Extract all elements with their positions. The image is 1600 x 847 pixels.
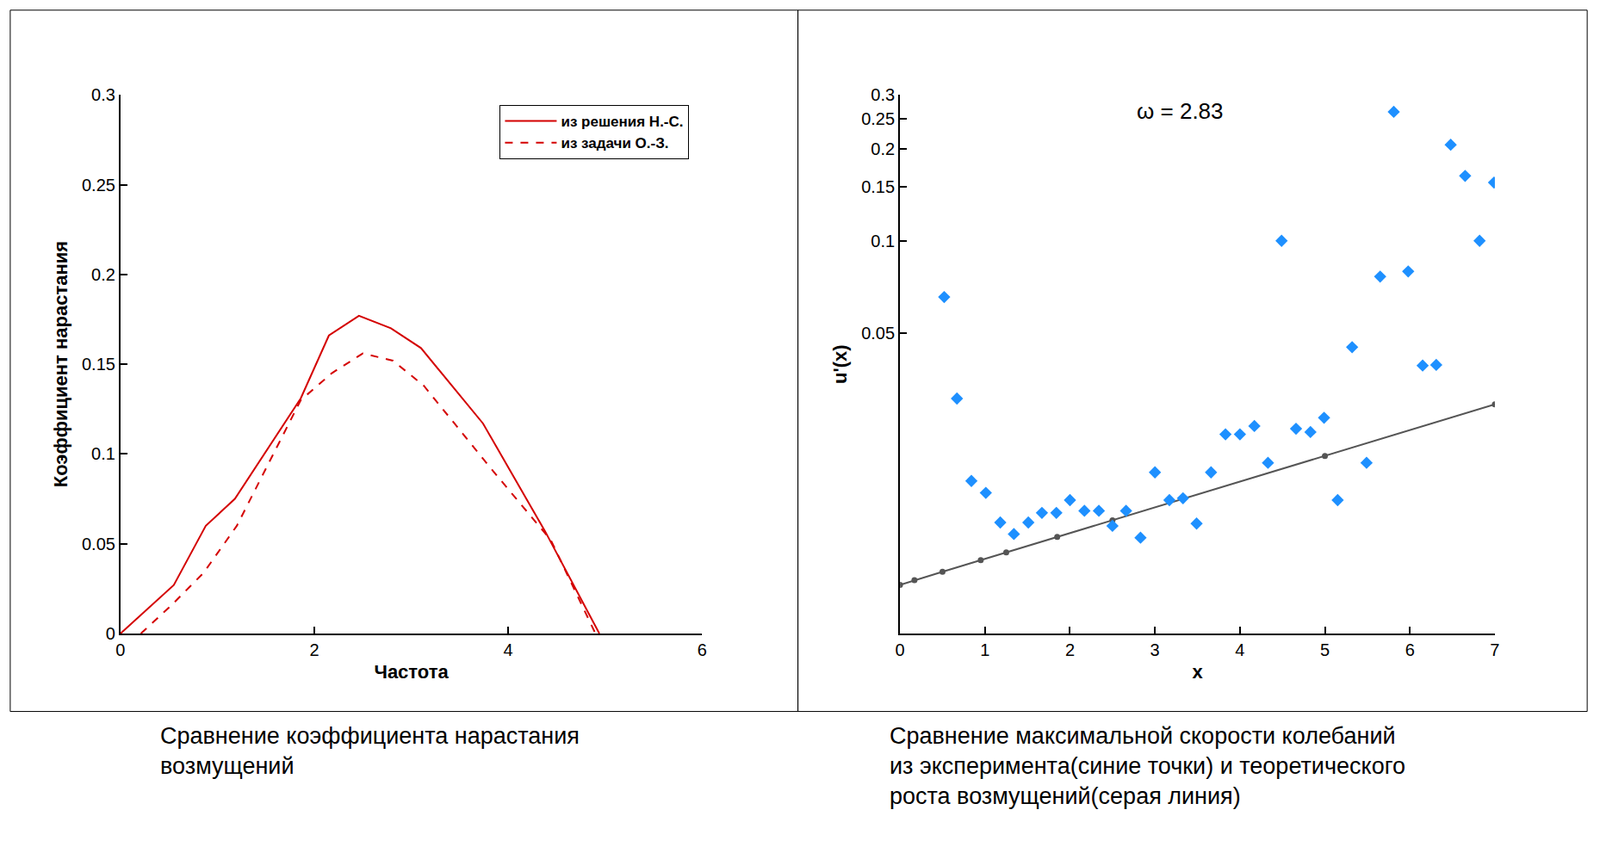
svg-text:0.2: 0.2	[870, 139, 895, 159]
svg-text:0.25: 0.25	[81, 175, 116, 195]
svg-text:x: x	[1191, 661, 1204, 683]
svg-text:из задачи О.-З.: из задачи О.-З.	[560, 135, 669, 152]
svg-text:6: 6	[1405, 640, 1415, 660]
svg-text:2: 2	[1065, 640, 1075, 660]
svg-text:2: 2	[309, 640, 319, 660]
svg-text:0.15: 0.15	[861, 177, 895, 197]
svg-text:0.3: 0.3	[91, 85, 116, 105]
svg-text:0.1: 0.1	[91, 444, 116, 464]
svg-text:4: 4	[1234, 640, 1245, 660]
svg-text:u'(x): u'(x)	[829, 344, 851, 385]
svg-text:из решения Н.-С.: из решения Н.-С.	[560, 113, 683, 131]
svg-text:0: 0	[895, 640, 906, 660]
svg-text:3: 3	[1150, 640, 1160, 660]
svg-text:0.05: 0.05	[81, 534, 116, 554]
svg-text:0: 0	[115, 640, 125, 660]
svg-text:0.05: 0.05	[861, 323, 895, 343]
svg-text:0.2: 0.2	[91, 265, 116, 285]
svg-text:1: 1	[979, 640, 990, 660]
svg-text:6: 6	[697, 640, 707, 660]
svg-text:0.15: 0.15	[81, 354, 116, 374]
svg-text:0.3: 0.3	[870, 85, 895, 105]
svg-text:Сравнение максимальной скорост: Сравнение максимальной скорости колебани…	[889, 723, 1406, 810]
svg-text:0.1: 0.1	[870, 231, 895, 251]
svg-text:0: 0	[105, 624, 116, 644]
svg-text:Сравнение коэффициента нараста: Сравнение коэффициента нарастаниявозмуще…	[160, 723, 580, 780]
svg-text:ω = 2.83: ω = 2.83	[1136, 98, 1224, 125]
svg-text:0.25: 0.25	[861, 109, 895, 129]
svg-text:7: 7	[1489, 640, 1500, 660]
svg-text:Коэффициент нарастания: Коэффициент нарастания	[49, 241, 72, 488]
svg-text:Частота: Частота	[373, 661, 449, 683]
svg-text:4: 4	[503, 640, 514, 660]
svg-text:5: 5	[1320, 640, 1330, 660]
